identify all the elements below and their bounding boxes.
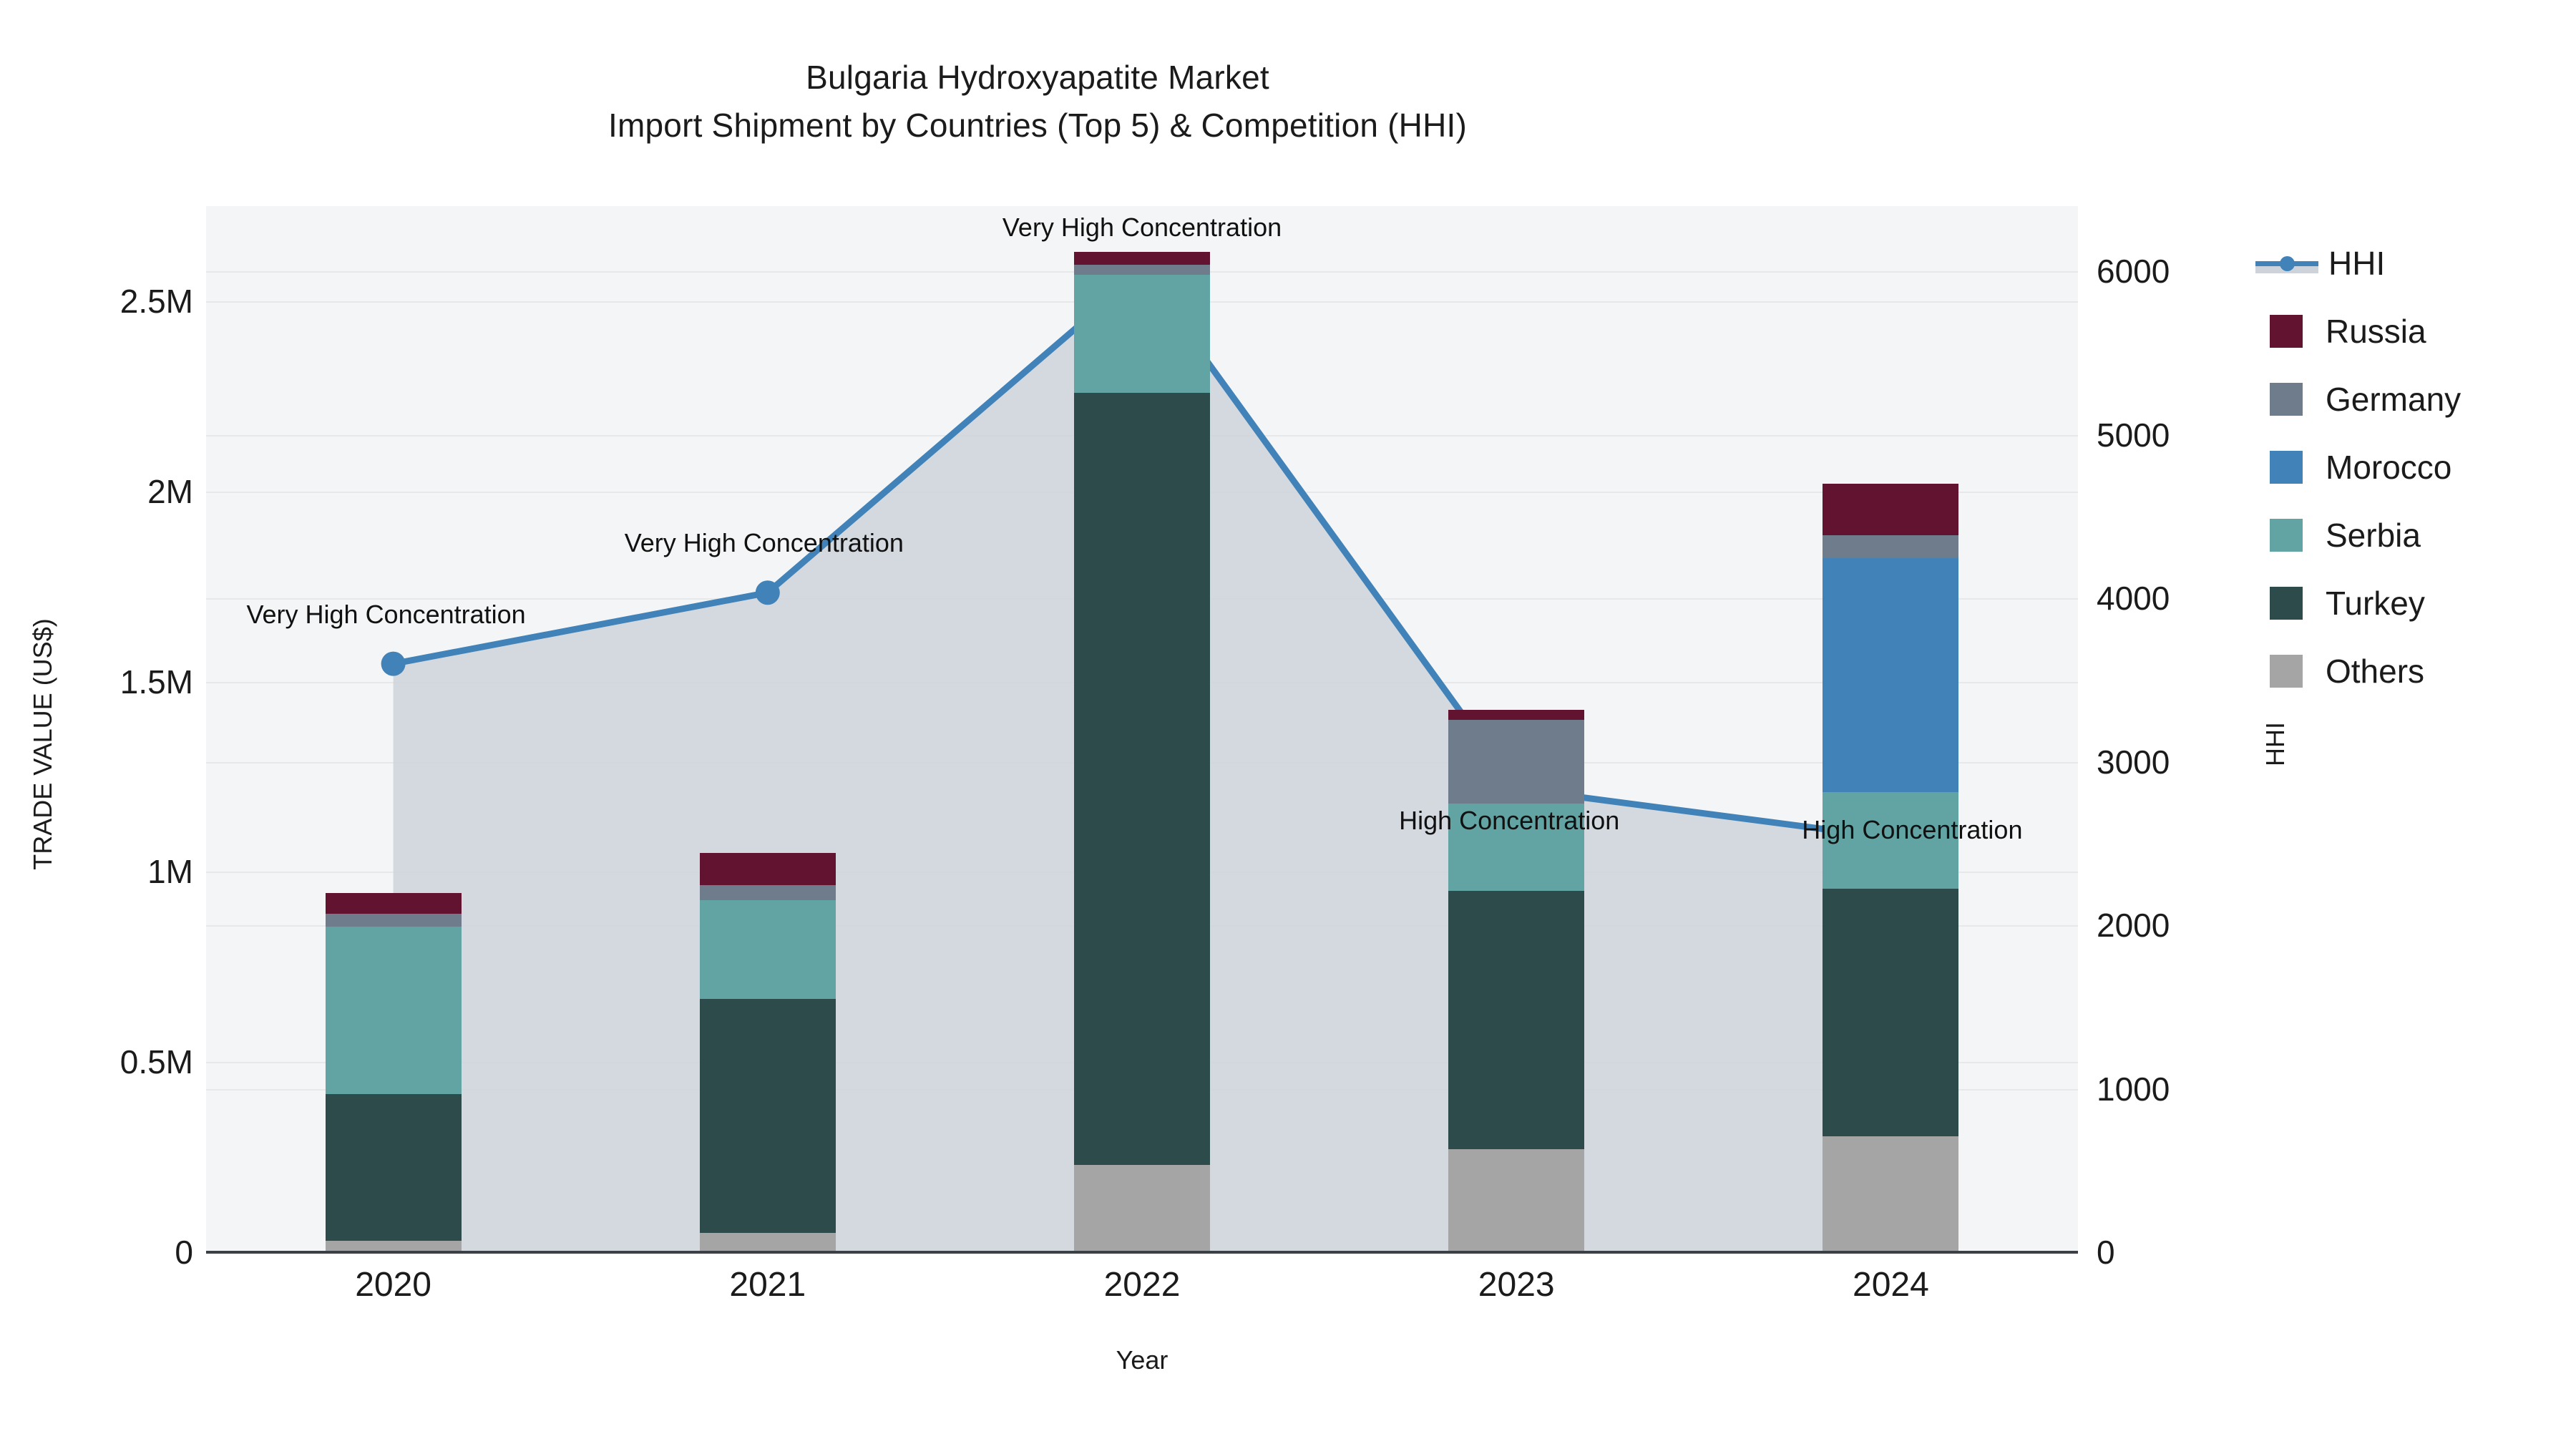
bar-2020[interactable] — [325, 892, 462, 1252]
bar-segment-serbia[interactable] — [699, 900, 836, 1000]
x-tick-2024: 2024 — [1853, 1266, 1929, 1304]
bar-segment-serbia[interactable] — [1448, 803, 1585, 891]
bar-segment-turkey[interactable] — [1074, 392, 1210, 1165]
y-left-axis-title: TRADE VALUE (US$) — [28, 618, 57, 870]
y-right-tick-2: 2000 — [2097, 907, 2170, 945]
legend-swatch-icon — [2270, 518, 2303, 552]
legend-item-russia[interactable]: Russia — [2261, 297, 2576, 365]
legend-label: Others — [2326, 652, 2425, 690]
x-axis-title: Year — [1116, 1345, 1169, 1375]
y-left-tick-3: 1.5M — [119, 663, 193, 701]
plot-area: Very High Concentration Very High Concent… — [206, 206, 2078, 1254]
bar-2022[interactable] — [1074, 251, 1210, 1252]
bar-segment-russia[interactable] — [325, 892, 462, 914]
bar-segment-serbia[interactable] — [325, 927, 462, 1095]
bar-segment-serbia[interactable] — [1074, 274, 1210, 393]
bar-segment-others[interactable] — [325, 1241, 462, 1252]
hhi-annotation-2024: High Concentration — [1802, 814, 2023, 844]
x-tick-2023: 2023 — [1478, 1266, 1555, 1304]
hhi-annotation-2023: High Concentration — [1399, 806, 1620, 836]
x-tick-2022: 2022 — [1103, 1266, 1181, 1304]
bar-segment-germany[interactable] — [699, 885, 836, 901]
bar-segment-russia[interactable] — [1448, 710, 1585, 720]
bar-segment-serbia[interactable] — [1823, 791, 1959, 889]
chart-title-line-2: Import Shipment by Countries (Top 5) & C… — [608, 106, 1467, 144]
y-right-tick-1: 1000 — [2097, 1070, 2170, 1108]
y-left-tick-4: 2M — [147, 472, 193, 510]
bar-segment-russia[interactable] — [699, 852, 836, 885]
legend-item-hhi[interactable]: HHI — [2255, 229, 2576, 297]
legend-item-morocco[interactable]: Morocco — [2261, 433, 2576, 501]
hhi-marker[interactable] — [755, 580, 780, 605]
legend-label: Turkey — [2326, 584, 2425, 622]
bar-segment-turkey[interactable] — [1448, 890, 1585, 1150]
bar-segment-others[interactable] — [1823, 1136, 1959, 1252]
bar-segment-russia[interactable] — [1074, 251, 1210, 265]
bar-segment-germany[interactable] — [1448, 719, 1585, 804]
legend-swatch-icon — [2270, 382, 2303, 416]
legend-label: HHI — [2328, 244, 2386, 282]
y-left-tick-2: 1M — [147, 853, 193, 891]
y-right-tick-5: 5000 — [2097, 416, 2170, 454]
legend-item-germany[interactable]: Germany — [2261, 365, 2576, 433]
chart-title-line-1: Bulgaria Hydroxyapatite Market — [806, 59, 1269, 96]
legend-swatch-icon — [2270, 314, 2303, 348]
legend-label: Serbia — [2326, 516, 2421, 554]
bar-2023[interactable] — [1448, 710, 1585, 1252]
bar-2021[interactable] — [699, 852, 836, 1252]
y-right-tick-6: 6000 — [2097, 253, 2170, 291]
x-tick-2020: 2020 — [355, 1266, 431, 1304]
hhi-annotation-2020: Very High Concentration — [246, 599, 526, 629]
legend-item-serbia[interactable]: Serbia — [2261, 501, 2576, 569]
chart-title: Bulgaria Hydroxyapatite Market Import Sh… — [0, 54, 2075, 149]
y-right-tick-0: 0 — [2097, 1234, 2115, 1271]
hhi-annotation-2021: Very High Concentration — [624, 528, 904, 558]
legend: HHI Russia Germany Morocco Serbia Turkey Other… — [2255, 229, 2576, 705]
bar-segment-turkey[interactable] — [325, 1094, 462, 1241]
legend-item-others[interactable]: Others — [2261, 637, 2576, 705]
legend-label: Morocco — [2326, 448, 2452, 486]
legend-swatch-icon — [2270, 586, 2303, 620]
y-right-tick-4: 4000 — [2097, 580, 2170, 618]
hhi-marker[interactable] — [381, 651, 406, 676]
legend-label: Germany — [2326, 380, 2462, 418]
x-axis-line — [206, 1251, 2078, 1254]
y-left-tick-5: 2.5M — [119, 282, 193, 320]
bar-segment-germany[interactable] — [325, 913, 462, 927]
bar-segment-germany[interactable] — [1823, 535, 1959, 558]
bar-segment-morocco[interactable] — [1823, 557, 1959, 792]
bar-2024[interactable] — [1823, 484, 1959, 1252]
legend-swatch-icon — [2270, 654, 2303, 688]
legend-item-turkey[interactable]: Turkey — [2261, 569, 2576, 637]
bar-segment-others[interactable] — [699, 1233, 836, 1252]
bar-segment-others[interactable] — [1074, 1164, 1210, 1252]
x-tick-2021: 2021 — [729, 1266, 806, 1304]
legend-line-icon — [2255, 247, 2318, 280]
bar-segment-russia[interactable] — [1823, 484, 1959, 535]
legend-label: Russia — [2326, 312, 2426, 350]
bar-segment-turkey[interactable] — [1823, 889, 1959, 1136]
y-right-tick-3: 3000 — [2097, 743, 2170, 781]
y-left-tick-1: 0.5M — [119, 1043, 193, 1081]
bar-segment-germany[interactable] — [1074, 265, 1210, 275]
hhi-annotation-2022: Very High Concentration — [1002, 213, 1282, 243]
bar-segment-turkey[interactable] — [699, 999, 836, 1234]
bar-segment-others[interactable] — [1448, 1149, 1585, 1252]
y-left-tick-0: 0 — [175, 1234, 193, 1271]
legend-swatch-icon — [2270, 450, 2303, 484]
